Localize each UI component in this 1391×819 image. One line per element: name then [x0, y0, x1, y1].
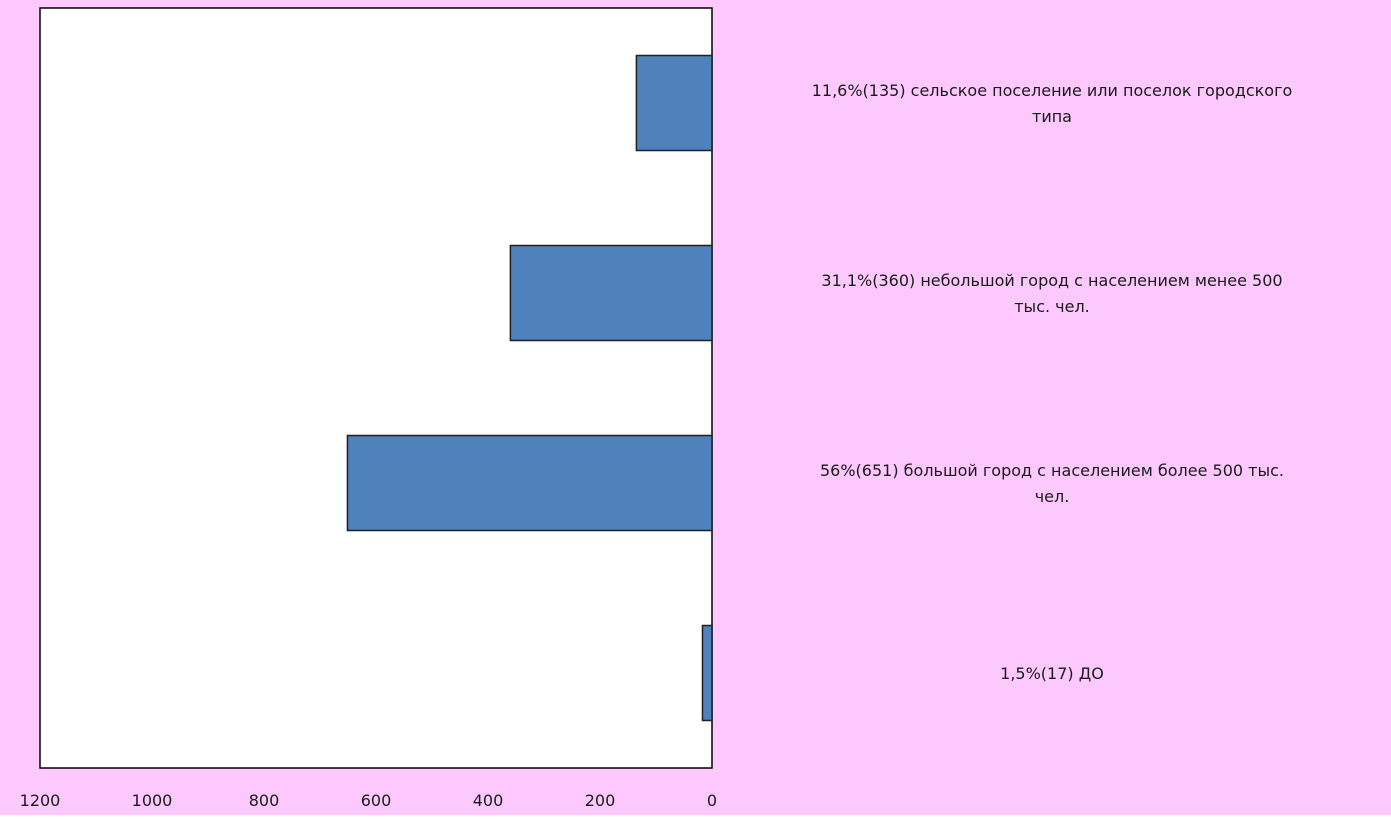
category-label-line: типа — [1032, 107, 1072, 126]
x-tick-label: 200 — [585, 791, 616, 810]
category-label-line: 1,5%(17) ДО — [1000, 664, 1104, 683]
category-label-3: 56%(651) большой город с населением боле… — [820, 461, 1284, 506]
category-label-line: 11,6%(135) сельское поселение или посело… — [812, 81, 1293, 100]
category-label-line: чел. — [1035, 487, 1070, 506]
x-tick-label: 1200 — [20, 791, 61, 810]
x-tick-label: 600 — [361, 791, 392, 810]
x-axis-ticks: 1200 1000 800 600 400 200 0 — [20, 791, 717, 810]
x-tick-label: 0 — [707, 791, 717, 810]
x-tick-label: 400 — [473, 791, 504, 810]
bar-2 — [509, 244, 713, 342]
category-label-line: тыс. чел. — [1014, 297, 1090, 316]
bars-group — [346, 54, 713, 722]
bar-4 — [701, 624, 713, 722]
plot-area — [39, 7, 713, 769]
bar-3 — [346, 434, 713, 532]
category-labels: 11,6%(135) сельское поселение или посело… — [812, 81, 1293, 683]
category-label-line: 56%(651) большой город с населением боле… — [820, 461, 1284, 480]
x-tick-label: 1000 — [132, 791, 173, 810]
x-tick-label: 800 — [249, 791, 280, 810]
bar-1 — [635, 54, 713, 152]
category-label-line: 31,1%(360) небольшой город с населением … — [821, 271, 1282, 290]
category-label-1: 11,6%(135) сельское поселение или посело… — [812, 81, 1293, 126]
category-label-2: 31,1%(360) небольшой город с населением … — [821, 271, 1282, 316]
category-label-4: 1,5%(17) ДО — [1000, 664, 1104, 683]
